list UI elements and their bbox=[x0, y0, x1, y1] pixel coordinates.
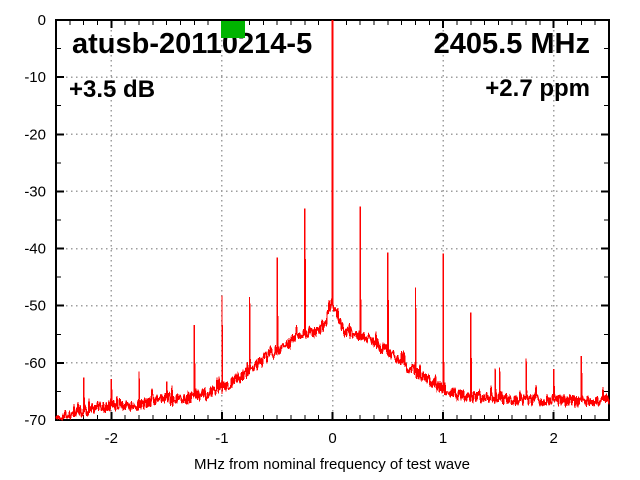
tick-labels: -2 -1 0 1 20-10-20-30-40-50-60-70 bbox=[24, 12, 558, 447]
svg-text:-10: -10 bbox=[24, 69, 46, 86]
plot-title: atusb-20110214-5 bbox=[72, 28, 312, 60]
svg-text:2: 2 bbox=[550, 430, 558, 447]
ppm-annotation: +2.7 ppm bbox=[485, 75, 590, 102]
svg-text:-30: -30 bbox=[24, 183, 46, 200]
svg-text:-1: -1 bbox=[215, 430, 228, 447]
svg-text:-60: -60 bbox=[24, 355, 46, 372]
svg-text:-40: -40 bbox=[24, 241, 46, 258]
svg-text:0: 0 bbox=[328, 430, 336, 447]
svg-text:0: 0 bbox=[38, 12, 46, 29]
center-frequency-label: 2405.5 MHz bbox=[434, 28, 590, 60]
svg-text:-70: -70 bbox=[24, 412, 46, 429]
svg-text:-50: -50 bbox=[24, 298, 46, 315]
green-square-marker bbox=[221, 21, 245, 38]
x-axis-label: MHz from nominal frequency of test wave bbox=[194, 456, 470, 473]
svg-text:-2: -2 bbox=[105, 430, 118, 447]
gain-annotation: +3.5 dB bbox=[69, 76, 155, 103]
svg-text:1: 1 bbox=[439, 430, 447, 447]
svg-text:-20: -20 bbox=[24, 126, 46, 143]
